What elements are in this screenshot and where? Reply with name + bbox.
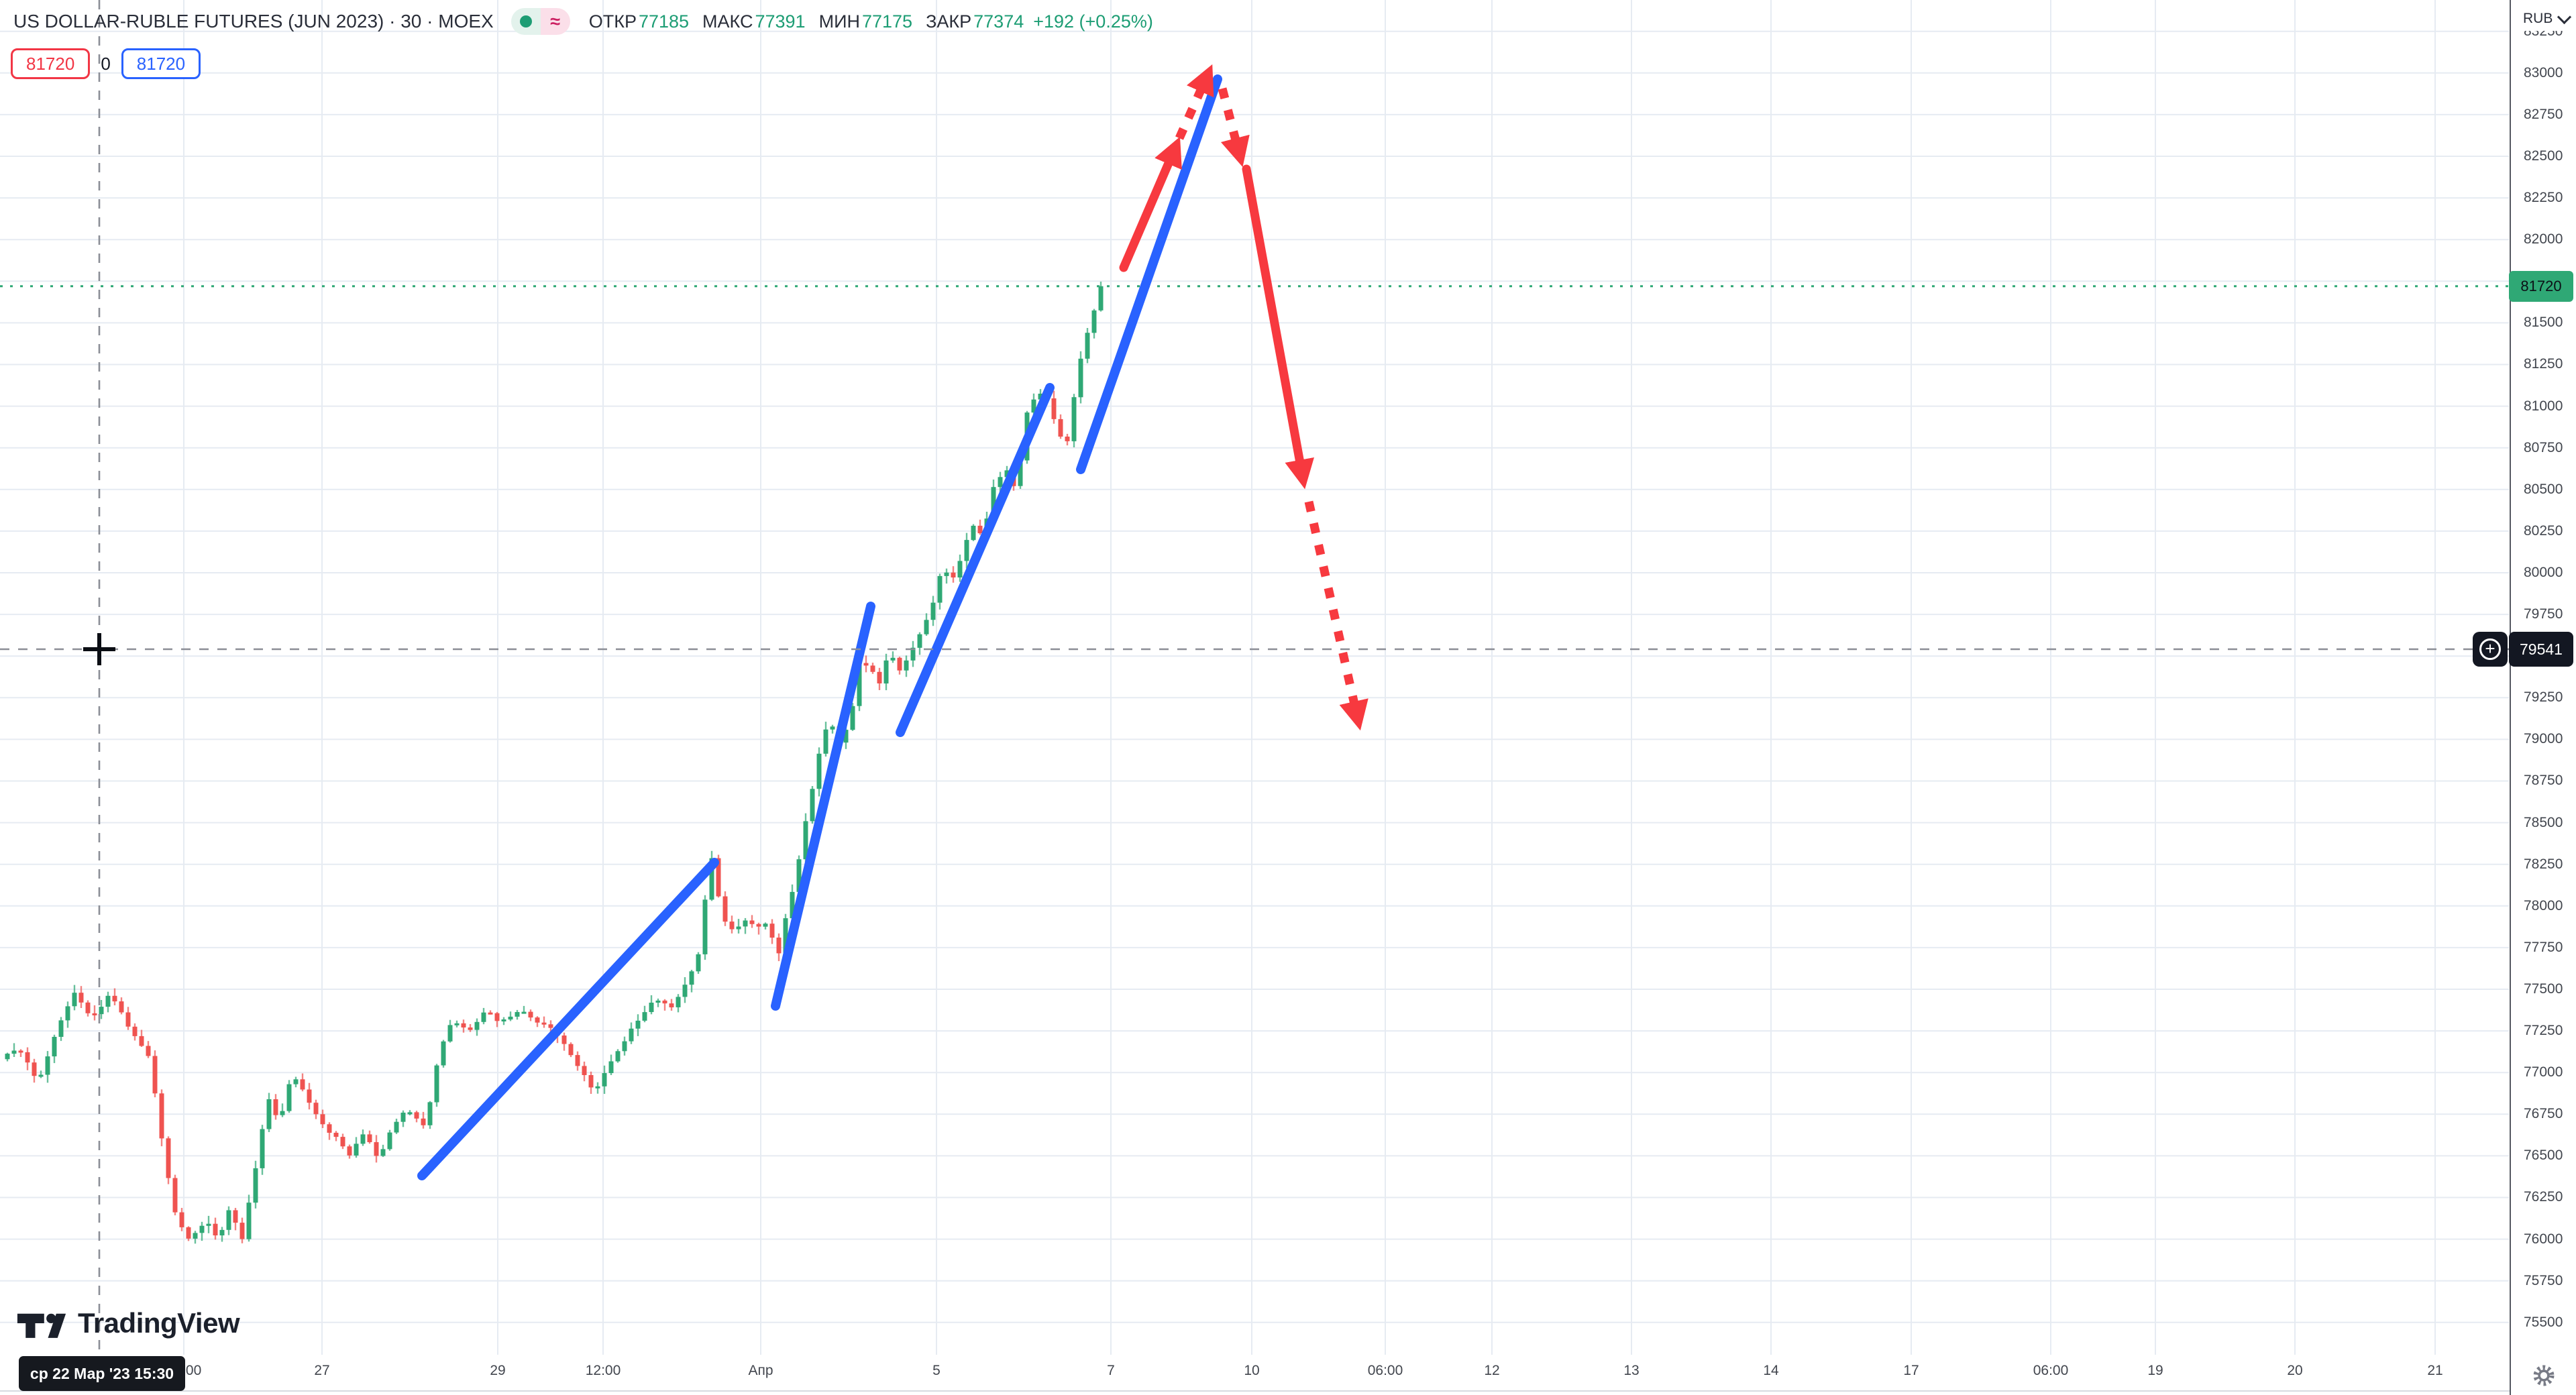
currency-selector[interactable]: RUB bbox=[2522, 8, 2574, 31]
price-tick-label: 80250 bbox=[2524, 523, 2563, 539]
price-axis[interactable]: 8325083000827508250082250820008175081500… bbox=[2509, 0, 2576, 1395]
price-tick-label: 79000 bbox=[2524, 731, 2563, 746]
time-tick-label: 10 bbox=[1244, 1363, 1260, 1378]
crosshair-price-badge: 79541 bbox=[2509, 632, 2573, 667]
time-tick-label: 17 bbox=[1903, 1363, 1919, 1378]
spread-value: 0 bbox=[101, 53, 111, 74]
red-price-box[interactable]: 81720 bbox=[11, 48, 91, 79]
time-tick-label: 12 bbox=[1484, 1363, 1500, 1378]
gear-icon bbox=[2533, 1365, 2554, 1386]
market-open-indicator bbox=[511, 8, 541, 35]
price-tick-label: 75750 bbox=[2524, 1273, 2563, 1288]
axis-settings-corner[interactable] bbox=[2511, 1355, 2576, 1395]
time-tick-label: 13 bbox=[1623, 1363, 1640, 1378]
green-dot-icon bbox=[519, 15, 532, 27]
price-tick-label: 80000 bbox=[2524, 565, 2563, 580]
market-status-pill[interactable]: ≈ bbox=[511, 8, 570, 35]
price-tick-label: 78750 bbox=[2524, 773, 2563, 788]
price-tick-label: 82750 bbox=[2524, 107, 2563, 122]
time-tick-label: Апр bbox=[748, 1363, 773, 1378]
price-tick-label: 77000 bbox=[2524, 1064, 2563, 1080]
chevron-down-icon bbox=[2557, 9, 2572, 24]
price-tick-label: 76000 bbox=[2524, 1231, 2563, 1247]
high-value: 77391 bbox=[755, 11, 806, 32]
open-label: ОТКР bbox=[588, 11, 637, 32]
time-tick-label: 21 bbox=[2427, 1363, 2443, 1378]
symbol-title[interactable]: US DOLLAR-RUBLE FUTURES (JUN 2023) · 30 … bbox=[13, 11, 494, 32]
price-tick-label: 77750 bbox=[2524, 940, 2563, 955]
high-label: МАКС bbox=[702, 11, 753, 32]
add-alert-plus-button[interactable]: + bbox=[2473, 632, 2508, 667]
last-price-badge: 81720 bbox=[2509, 271, 2573, 302]
time-axis-border bbox=[0, 1390, 2576, 1392]
approx-equals-icon: ≈ bbox=[550, 11, 561, 32]
crosshair bbox=[0, 0, 2509, 1355]
price-tick-label: 76750 bbox=[2524, 1106, 2563, 1121]
price-tick-label: 76500 bbox=[2524, 1148, 2563, 1163]
price-tick-label: 79250 bbox=[2524, 689, 2563, 705]
price-tick-label: 79750 bbox=[2524, 606, 2563, 622]
candles bbox=[5, 281, 1104, 1244]
price-tick-label: 80500 bbox=[2524, 482, 2563, 497]
delayed-data-indicator: ≈ bbox=[540, 8, 570, 35]
drawing-price-boxes: 81720 0 81720 bbox=[11, 48, 201, 79]
change-value: +192 (+0.25%) bbox=[1033, 11, 1153, 32]
time-tick-label: 7 bbox=[1107, 1363, 1115, 1378]
price-tick-label: 83000 bbox=[2524, 65, 2563, 80]
price-tick-label: 80750 bbox=[2524, 440, 2563, 455]
price-tick-label: 77500 bbox=[2524, 981, 2563, 997]
time-tick-label: 14 bbox=[1763, 1363, 1779, 1378]
plus-circle-icon: + bbox=[2479, 638, 2501, 660]
time-tick-label: 12:00 bbox=[585, 1363, 621, 1378]
tradingview-logo[interactable]: TradingView bbox=[16, 1306, 240, 1340]
tradingview-mark-icon bbox=[17, 1313, 66, 1338]
price-tick-label: 77250 bbox=[2524, 1023, 2563, 1038]
blue-price-box[interactable]: 81720 bbox=[121, 48, 201, 79]
price-tick-label: 82000 bbox=[2524, 231, 2563, 247]
time-tick-label: 20 bbox=[2287, 1363, 2303, 1378]
price-tick-label: 82250 bbox=[2524, 190, 2563, 205]
chart-header: US DOLLAR-RUBLE FUTURES (JUN 2023) · 30 … bbox=[13, 7, 1153, 36]
currency-label: RUB bbox=[2523, 11, 2553, 26]
open-value: 77185 bbox=[638, 11, 690, 32]
time-tick-label: 5 bbox=[932, 1363, 941, 1378]
price-tick-label: 81250 bbox=[2524, 356, 2563, 372]
price-tick-label: 75500 bbox=[2524, 1315, 2563, 1330]
price-tick-label: 76250 bbox=[2524, 1189, 2563, 1205]
price-tick-label: 82500 bbox=[2524, 148, 2563, 164]
time-axis[interactable]: 12:00272912:00Апр571006:001213141706:001… bbox=[0, 1355, 2576, 1395]
low-value: 77175 bbox=[861, 11, 913, 32]
price-tick-label: 81000 bbox=[2524, 398, 2563, 414]
price-tick-label: 78000 bbox=[2524, 898, 2563, 913]
time-tick-label: 06:00 bbox=[1367, 1363, 1403, 1378]
time-tick-label: 29 bbox=[490, 1363, 506, 1378]
ohlc-readout: ОТКР 77185 МАКС 77391 МИН 77175 ЗАКР 77374 +… bbox=[589, 11, 1153, 32]
close-value: 77374 bbox=[973, 11, 1024, 32]
tradingview-logo-text: TradingView bbox=[78, 1307, 240, 1339]
price-axis-border bbox=[2510, 0, 2512, 1395]
forecast-arrows[interactable] bbox=[1119, 64, 1368, 731]
time-tick-label: 19 bbox=[2147, 1363, 2163, 1378]
crosshair-time-tooltip: ср 22 Мар '23 15:30 bbox=[19, 1356, 185, 1391]
price-tick-label: 81500 bbox=[2524, 315, 2563, 330]
trendlines[interactable] bbox=[417, 74, 1222, 1180]
low-label: МИН bbox=[818, 11, 860, 32]
price-tick-label: 78500 bbox=[2524, 815, 2563, 830]
close-label: ЗАКР bbox=[926, 11, 972, 32]
price-tick-label: 78250 bbox=[2524, 856, 2563, 872]
time-tick-label: 27 bbox=[314, 1363, 330, 1378]
time-tick-label: 06:00 bbox=[2033, 1363, 2069, 1378]
